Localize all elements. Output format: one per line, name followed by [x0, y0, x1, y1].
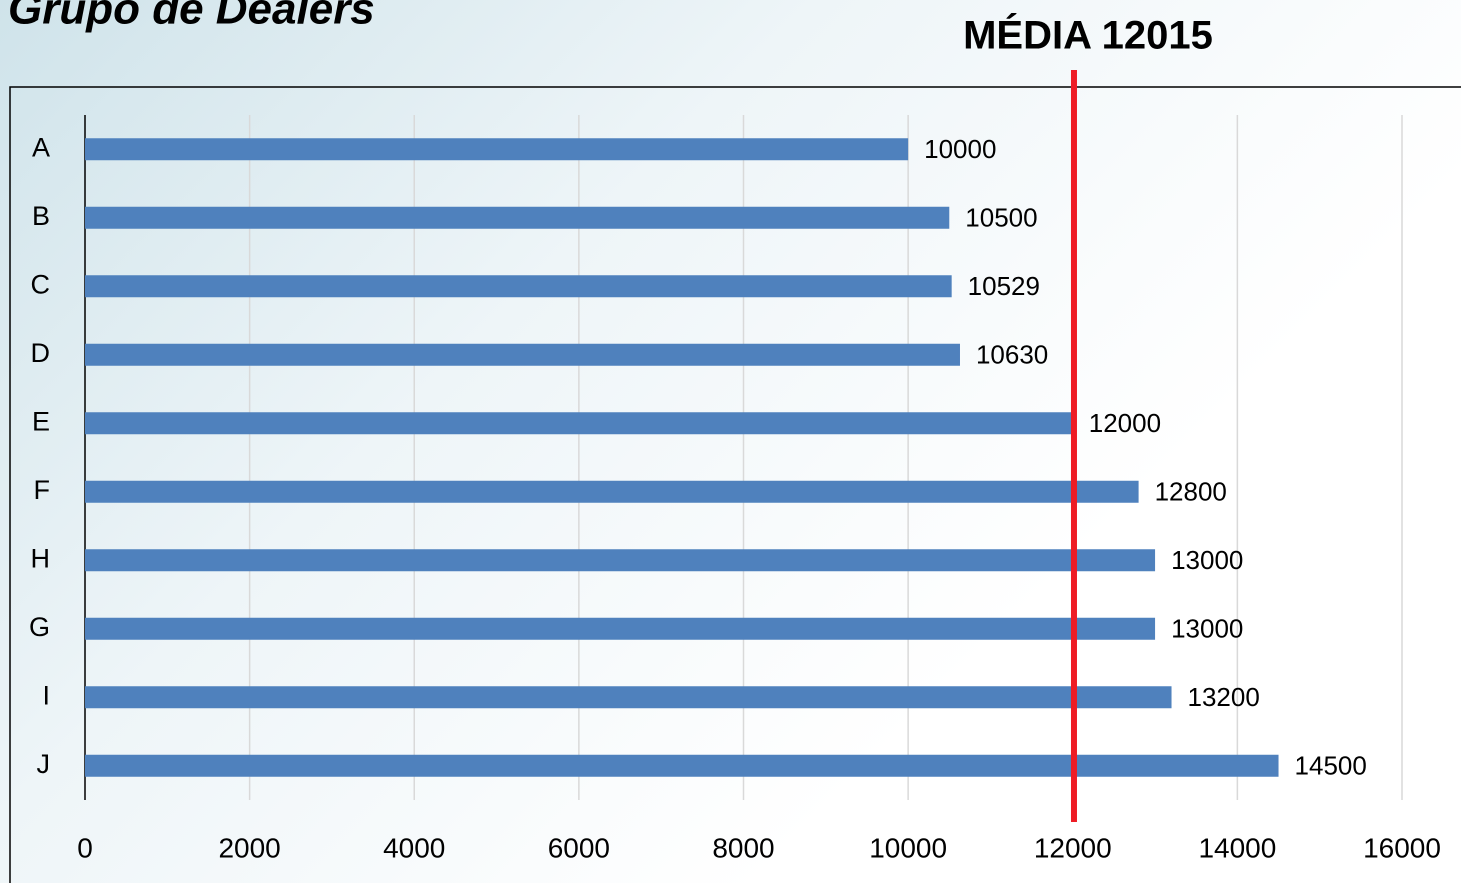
bar [85, 754, 1279, 777]
bar [85, 138, 909, 161]
x-tick-label: 2000 [218, 832, 280, 863]
value-label: 10630 [976, 340, 1048, 370]
y-tick-label: H [31, 543, 51, 573]
x-tick-label: 8000 [712, 832, 774, 863]
value-label: 14500 [1295, 751, 1367, 781]
bar [85, 617, 1156, 640]
bar [85, 686, 1172, 709]
y-tick-label: G [29, 612, 50, 642]
value-label: 10000 [924, 134, 996, 164]
reference-label: MÉDIA 12015 [963, 13, 1213, 58]
bar [85, 343, 960, 366]
y-tick-label: I [42, 680, 50, 710]
y-tick-label: J [37, 749, 51, 779]
chart-title: Grupo de Dealers [8, 0, 375, 34]
x-tick-label: 14000 [1198, 832, 1276, 863]
y-tick-label: D [31, 338, 51, 368]
bar [85, 480, 1139, 503]
value-label: 13200 [1188, 682, 1260, 712]
x-tick-label: 6000 [548, 832, 610, 863]
chart-frame [9, 86, 1461, 883]
value-label: 12800 [1155, 477, 1227, 507]
bar [85, 206, 950, 229]
bar [85, 275, 952, 298]
x-tick-label: 0 [77, 832, 93, 863]
value-label: 13000 [1171, 614, 1243, 644]
x-tick-label: 16000 [1363, 832, 1441, 863]
value-label: 12000 [1089, 408, 1161, 438]
y-tick-label: B [32, 201, 50, 231]
bar [85, 412, 1073, 435]
y-tick-label: F [34, 475, 51, 505]
value-label: 10529 [968, 271, 1040, 301]
y-tick-label: C [31, 269, 51, 299]
x-tick-label: 12000 [1034, 832, 1112, 863]
x-tick-label: 10000 [869, 832, 947, 863]
value-label: 10500 [965, 203, 1037, 233]
y-tick-label: E [32, 406, 50, 436]
y-tick-label: A [32, 132, 50, 162]
value-label: 13000 [1171, 545, 1243, 575]
x-tick-label: 4000 [383, 832, 445, 863]
bar [85, 549, 1156, 572]
